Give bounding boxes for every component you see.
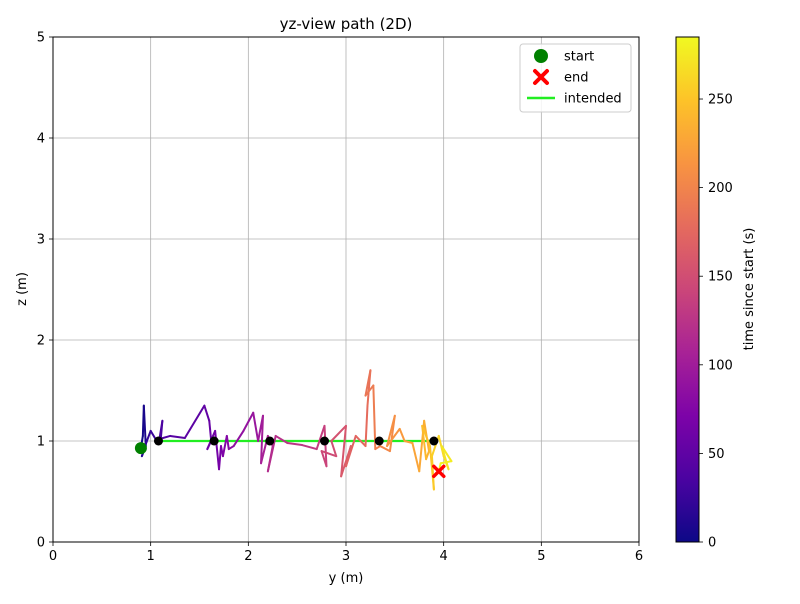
waypoint-marker bbox=[209, 436, 219, 446]
x-tick-label: 2 bbox=[244, 549, 252, 564]
y-tick-label: 3 bbox=[37, 233, 45, 248]
path-segment bbox=[421, 424, 428, 461]
waypoint-marker bbox=[374, 436, 384, 446]
x-tick-label: 6 bbox=[635, 549, 643, 564]
path-segment bbox=[242, 411, 255, 432]
path-segment bbox=[214, 429, 221, 471]
path-segment bbox=[301, 444, 318, 451]
legend-start-icon bbox=[534, 49, 548, 63]
chart-title: yz-view path (2D) bbox=[280, 15, 413, 33]
waypoint-marker bbox=[153, 436, 163, 446]
path-segment bbox=[260, 414, 264, 465]
path-segment bbox=[340, 424, 347, 478]
path-segment bbox=[315, 424, 326, 451]
path-segment bbox=[345, 434, 357, 468]
path-segment bbox=[364, 384, 375, 397]
legend-end-icon bbox=[533, 69, 549, 85]
colorbar-label: time since start (s) bbox=[742, 228, 757, 351]
colorbar-tick-label: 150 bbox=[708, 270, 733, 285]
legend-label: start bbox=[564, 50, 594, 65]
marker-layer bbox=[134, 436, 446, 479]
y-axis-label: z (m) bbox=[15, 272, 30, 306]
path-segment bbox=[386, 427, 401, 448]
colorbar-tick-label: 200 bbox=[708, 181, 733, 196]
path-segment bbox=[274, 434, 289, 445]
y-tick-label: 2 bbox=[37, 334, 45, 349]
path-segment bbox=[330, 424, 347, 442]
path-segment bbox=[183, 404, 206, 439]
legend-label: end bbox=[564, 71, 589, 86]
path-segment bbox=[440, 445, 453, 463]
path-segment bbox=[430, 455, 435, 491]
colorbar-tick-label: 100 bbox=[708, 358, 733, 373]
waypoint-marker bbox=[429, 436, 439, 446]
waypoint-marker bbox=[320, 436, 330, 446]
path-segment bbox=[379, 445, 391, 453]
path-segment bbox=[354, 434, 367, 448]
legend-item-intended: intended bbox=[527, 92, 622, 107]
path-segment bbox=[386, 414, 396, 448]
colorbar-gradient bbox=[675, 36, 700, 543]
legend-box bbox=[519, 43, 632, 113]
legend: start end intended bbox=[519, 43, 632, 113]
path-segment bbox=[403, 440, 414, 445]
path-segment bbox=[320, 450, 328, 468]
path-segment bbox=[218, 445, 222, 471]
colorbar-ticks: 0 50 100 150 200 250 bbox=[699, 93, 733, 551]
x-tick-label: 0 bbox=[49, 549, 57, 564]
path-segment bbox=[203, 404, 211, 422]
x-tick-label: 1 bbox=[147, 549, 155, 564]
path-segment bbox=[439, 460, 453, 465]
path-segment bbox=[372, 384, 377, 451]
legend-label: intended bbox=[564, 92, 622, 107]
path-segment bbox=[440, 445, 450, 471]
start-marker bbox=[134, 442, 147, 455]
path-segment bbox=[421, 424, 431, 448]
legend-item-start: start bbox=[534, 49, 594, 65]
path-segment bbox=[158, 419, 164, 440]
x-axis-label: y (m) bbox=[329, 571, 364, 586]
path-segment bbox=[232, 429, 245, 448]
path-segment bbox=[266, 434, 277, 473]
colorbar-tick-label: 50 bbox=[708, 447, 725, 462]
path-segment bbox=[252, 411, 260, 442]
colorbar-tick-label: 250 bbox=[708, 93, 733, 108]
path-segment bbox=[320, 450, 338, 458]
path-segment bbox=[364, 369, 372, 397]
x-axis-ticks: 0 1 2 3 4 5 6 bbox=[49, 542, 643, 564]
end-marker bbox=[432, 464, 446, 479]
path-segment bbox=[411, 442, 421, 473]
path-segment bbox=[208, 419, 213, 442]
path-segment bbox=[142, 404, 147, 448]
path-segment bbox=[323, 424, 328, 468]
legend-item-end: end bbox=[533, 69, 589, 86]
x-tick-label: 5 bbox=[537, 549, 545, 564]
y-tick-label: 4 bbox=[37, 132, 45, 147]
path-segment bbox=[330, 440, 338, 458]
y-axis-ticks: 0 1 2 3 4 5 bbox=[37, 31, 53, 551]
path-segment bbox=[169, 434, 186, 439]
path-segment bbox=[286, 442, 304, 447]
waypoint-marker bbox=[265, 436, 275, 446]
x-tick-label: 4 bbox=[440, 549, 448, 564]
path-segment bbox=[398, 427, 406, 442]
y-tick-label: 0 bbox=[37, 536, 45, 551]
path-segment bbox=[364, 404, 369, 448]
path-segment bbox=[225, 434, 230, 451]
y-tick-label: 5 bbox=[37, 31, 45, 46]
x-tick-label: 3 bbox=[342, 549, 350, 564]
colorbar-tick-label: 0 bbox=[708, 536, 716, 551]
path-segment bbox=[221, 434, 228, 458]
path-segment bbox=[149, 429, 157, 440]
colorbar: 0 50 100 150 200 250 time since start (s) bbox=[675, 36, 757, 551]
actual-path-layer bbox=[139, 369, 453, 491]
y-tick-label: 1 bbox=[37, 435, 45, 450]
